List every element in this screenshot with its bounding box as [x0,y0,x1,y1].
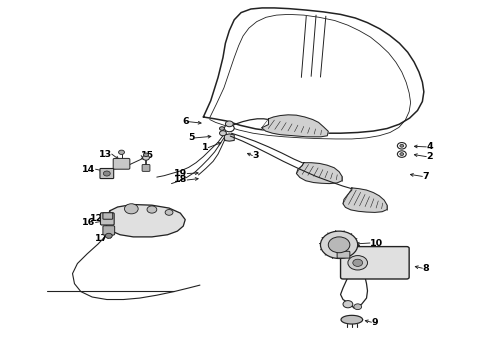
Text: 18: 18 [174,175,187,184]
Circle shape [343,301,353,308]
Text: 5: 5 [189,133,195,142]
Text: 9: 9 [371,318,378,327]
Polygon shape [224,134,234,141]
Text: 10: 10 [370,238,383,248]
Text: 6: 6 [182,117,189,126]
Circle shape [225,121,233,127]
Text: 2: 2 [426,152,433,161]
FancyBboxPatch shape [100,213,114,225]
Circle shape [105,233,112,238]
Circle shape [400,153,404,156]
Text: 4: 4 [426,143,433,152]
Circle shape [348,256,368,270]
FancyBboxPatch shape [341,247,409,279]
FancyBboxPatch shape [103,226,115,235]
Circle shape [354,304,362,310]
Circle shape [400,144,404,147]
Circle shape [143,155,149,160]
Circle shape [165,210,173,215]
Text: 19: 19 [174,169,187,178]
Text: 1: 1 [201,143,208,152]
Circle shape [144,153,148,157]
FancyBboxPatch shape [100,168,114,179]
Text: 17: 17 [95,234,108,243]
Circle shape [353,259,363,266]
Text: 14: 14 [82,165,96,174]
Text: 7: 7 [422,172,429,181]
Circle shape [320,231,358,258]
Polygon shape [296,163,342,184]
Circle shape [397,151,406,157]
Text: 16: 16 [82,218,96,227]
FancyBboxPatch shape [337,251,350,258]
Text: 11: 11 [365,248,378,256]
Circle shape [119,150,124,154]
Circle shape [328,237,350,253]
Circle shape [220,131,226,136]
Polygon shape [105,204,185,237]
FancyBboxPatch shape [142,165,150,171]
Polygon shape [262,115,328,137]
FancyBboxPatch shape [113,158,130,169]
Polygon shape [343,188,387,212]
FancyBboxPatch shape [103,213,113,219]
Text: 12: 12 [90,214,103,223]
Text: 13: 13 [98,150,112,158]
Text: 15: 15 [141,151,154,160]
Circle shape [147,206,157,213]
Circle shape [220,127,224,130]
Circle shape [224,125,234,132]
Circle shape [103,171,110,176]
Polygon shape [341,315,363,324]
Text: 3: 3 [252,151,259,160]
Circle shape [124,204,138,214]
Text: 8: 8 [422,264,429,273]
Circle shape [397,143,406,149]
